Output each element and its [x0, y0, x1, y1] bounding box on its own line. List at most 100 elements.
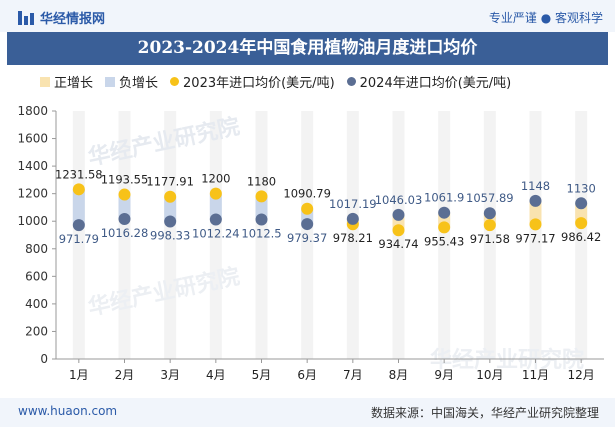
point-2023	[483, 219, 496, 232]
data-label-2023: 1180	[247, 174, 276, 188]
data-label-2024: 1130	[567, 181, 596, 195]
point-2024	[438, 206, 451, 219]
data-label-2024: 971.79	[59, 232, 99, 246]
change-bar	[72, 189, 85, 226]
point-2023	[164, 190, 177, 203]
change-bar	[164, 196, 177, 222]
legend-swatch-2023	[170, 77, 180, 86]
x-tick-label: 10月	[476, 368, 503, 382]
data-label-2024: 1012.24	[192, 227, 240, 241]
x-tick-label: 6月	[297, 368, 317, 382]
data-label-2024: 1017.19	[329, 197, 377, 211]
y-tick-label: 1400	[17, 159, 48, 173]
point-2023	[392, 224, 405, 237]
point-2024	[301, 218, 314, 231]
y-tick-label: 1600	[17, 132, 48, 146]
change-bar	[118, 194, 131, 219]
data-label-2023: 955.43	[424, 234, 464, 248]
background-band	[438, 111, 451, 359]
x-tick-label: 12月	[568, 368, 595, 382]
data-label-2024: 1012.5	[241, 227, 281, 241]
point-2023	[575, 217, 588, 230]
data-label-2023: 1090.79	[283, 187, 331, 201]
x-tick-label: 8月	[389, 368, 409, 382]
footer: www.huaon.com 数据来源：中国海关，华经产业研究院整理	[0, 398, 615, 427]
point-2023	[72, 183, 85, 196]
legend-swatch-2024	[346, 77, 356, 86]
data-label-2023: 1200	[201, 172, 230, 186]
legend-negative: 负增长	[105, 72, 158, 91]
background-band	[575, 111, 588, 359]
data-label-2024: 1016.28	[101, 226, 149, 240]
legend-positive: 正增长	[40, 72, 93, 91]
brand-name: 华经情报网	[40, 12, 106, 27]
data-label-2024: 1057.89	[466, 191, 514, 205]
x-tick-label: 7月	[343, 368, 363, 382]
background-band	[483, 111, 496, 359]
background-band	[346, 111, 359, 359]
point-2023	[209, 187, 222, 200]
x-tick-label: 3月	[160, 368, 180, 382]
data-label-2024: 979.37	[287, 231, 327, 245]
data-label-2024: 998.33	[150, 228, 190, 242]
data-label-2023: 986.42	[561, 230, 601, 244]
y-tick-label: 0	[40, 352, 48, 366]
point-2024	[392, 208, 405, 221]
data-label-2023: 977.17	[515, 231, 555, 245]
change-bar	[255, 196, 268, 220]
x-tick-label: 1月	[69, 368, 89, 382]
point-2023	[529, 218, 542, 231]
data-label-2023: 1231.58	[55, 167, 103, 181]
watermark: 华经产业研究院	[430, 347, 584, 373]
point-2024	[346, 212, 359, 225]
logo-icon	[18, 10, 34, 25]
x-tick-label: 5月	[252, 368, 272, 382]
y-tick-label: 1800	[17, 104, 48, 118]
legend-label-2024: 2024年进口均价(美元/吨)	[359, 76, 512, 91]
legend-label-2023: 2023年进口均价(美元/吨)	[183, 76, 335, 91]
background-band	[301, 111, 314, 359]
point-2024	[255, 213, 268, 226]
point-2023	[118, 188, 131, 201]
logo: 华经情报网	[18, 8, 105, 27]
legend-2024: 2024年进口均价(美元/吨)	[346, 72, 512, 91]
point-2023	[438, 221, 451, 234]
x-tick-label: 9月	[434, 368, 454, 382]
background-band	[529, 111, 542, 359]
change-bar	[209, 193, 222, 220]
data-label-2023: 978.21	[333, 231, 373, 245]
background-band	[164, 111, 177, 359]
legend-2023: 2023年进口均价(美元/吨)	[170, 72, 335, 91]
tagline: 专业严谨 ● 客观科学	[488, 11, 603, 25]
background-band	[118, 111, 131, 359]
y-tick-label: 600	[25, 269, 48, 283]
legend-swatch-positive	[40, 76, 50, 87]
legend: 正增长 负增长 2023年进口均价(美元/吨) 2024年进口均价(美元/吨)	[40, 72, 523, 91]
y-tick-label: 1000	[17, 214, 48, 228]
x-tick-label: 2月	[115, 368, 135, 382]
data-label-2023: 934.74	[378, 237, 418, 251]
y-tick-label: 800	[25, 242, 48, 256]
background-band	[72, 111, 85, 359]
y-tick-label: 400	[25, 297, 48, 311]
data-label-2024: 1046.03	[375, 193, 423, 207]
chart-title: 2023-2024年中国食用植物油月度进口均价	[7, 32, 608, 65]
data-label-2023: 1177.91	[146, 175, 194, 189]
x-tick-label: 4月	[206, 368, 226, 382]
y-tick-label: 200	[25, 324, 48, 338]
data-source: 数据来源：中国海关，华经产业研究院整理	[370, 406, 599, 420]
point-2024	[575, 197, 588, 210]
data-label-2024: 1061.9	[424, 191, 464, 205]
point-2024	[209, 213, 222, 226]
legend-label-positive: 正增长	[54, 76, 94, 91]
change-bar	[529, 200, 542, 225]
point-2023	[255, 190, 268, 203]
point-2023	[301, 202, 314, 215]
chart-area: 华经产业研究院华经产业研究院华经产业研究院0200400600800100012…	[17, 104, 604, 382]
website-url[interactable]: www.huaon.com	[18, 404, 118, 418]
data-label-2023: 971.58	[470, 232, 510, 246]
data-label-2023: 1193.55	[101, 173, 149, 187]
point-2024	[164, 215, 177, 228]
point-2024	[72, 219, 85, 232]
x-tick-label: 11月	[522, 368, 549, 382]
